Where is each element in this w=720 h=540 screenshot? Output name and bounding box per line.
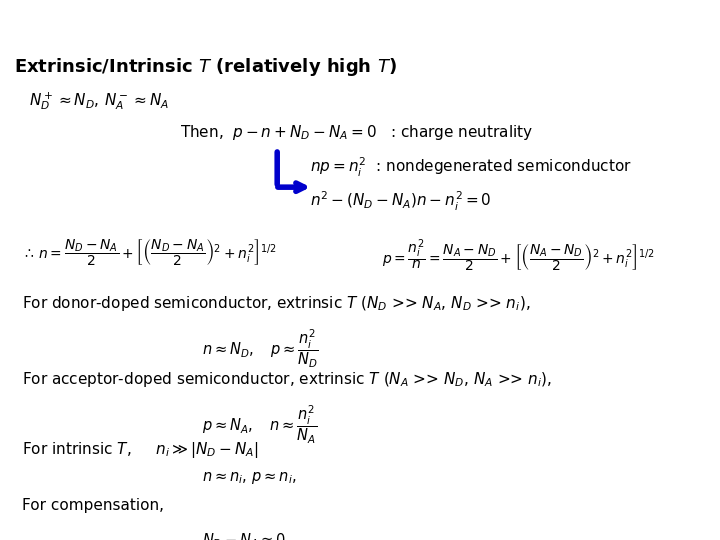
Text: $np = n_i^2$  : nondegenerated semiconductor: $np = n_i^2$ : nondegenerated semiconduc… <box>310 156 631 179</box>
Text: Extrinsic/Intrinsic $T$ (relatively high $T$): Extrinsic/Intrinsic $T$ (relatively high… <box>14 57 397 78</box>
Text: Advanced Semiconductor Fundamentals: Advanced Semiconductor Fundamentals <box>14 12 251 23</box>
Text: $N_D - N_A \approx 0$: $N_D - N_A \approx 0$ <box>202 532 286 540</box>
Text: $p = \dfrac{n_i^2}{n} = \dfrac{N_A - N_D}{2} + \left[\left(\dfrac{N_A - N_D}{2}\: $p = \dfrac{n_i^2}{n} = \dfrac{N_A - N_D… <box>382 237 654 274</box>
Text: $\therefore\, n = \dfrac{N_D - N_A}{2} + \left[\left(\dfrac{N_D - N_A}{2}\right): $\therefore\, n = \dfrac{N_D - N_A}{2} +… <box>22 237 276 268</box>
Text: $N_D^+ \approx N_D, \, N_A^- \approx N_A$: $N_D^+ \approx N_D, \, N_A^- \approx N_A… <box>29 90 168 112</box>
Text: $p \approx N_A, \quad n \approx \dfrac{n_i^2}{N_A}$: $p \approx N_A, \quad n \approx \dfrac{n… <box>202 403 317 446</box>
Text: Then,  $p - n + N_D - N_A = 0$   : charge neutrality: Then, $p - n + N_D - N_A = 0$ : charge n… <box>180 123 534 142</box>
Text: Chapter 4  Equilibrium Carrier Statistics: Chapter 4 Equilibrium Carrier Statistics <box>499 12 706 23</box>
Text: For intrinsic $T$,  $\quad n_i \gg |N_D - N_A|$: For intrinsic $T$, $\quad n_i \gg |N_D -… <box>22 440 258 460</box>
Text: For acceptor-doped semiconductor, extrinsic $T$ ($N_A$ >> $N_D$, $N_A$ >> $n_i$): For acceptor-doped semiconductor, extrin… <box>22 370 552 389</box>
Text: $n^2 - (N_D - N_A)n - n_i^2 = 0$: $n^2 - (N_D - N_A)n - n_i^2 = 0$ <box>310 190 491 213</box>
Text: For donor-doped semiconductor, extrinsic $T$ ($N_D$ >> $N_A$, $N_D$ >> $n_i$),: For donor-doped semiconductor, extrinsic… <box>22 294 530 313</box>
Text: For compensation,: For compensation, <box>22 498 163 514</box>
Text: Jung-Hee Lee @ Nitride Semiconductor Device Lab.: Jung-Hee Lee @ Nitride Semiconductor Dev… <box>478 521 710 530</box>
Text: $n \approx N_D, \quad p \approx \dfrac{n_i^2}{N_D}$: $n \approx N_D, \quad p \approx \dfrac{n… <box>202 327 318 370</box>
Text: $n \approx n_i, \, p \approx n_i,$: $n \approx n_i, \, p \approx n_i,$ <box>202 470 297 486</box>
